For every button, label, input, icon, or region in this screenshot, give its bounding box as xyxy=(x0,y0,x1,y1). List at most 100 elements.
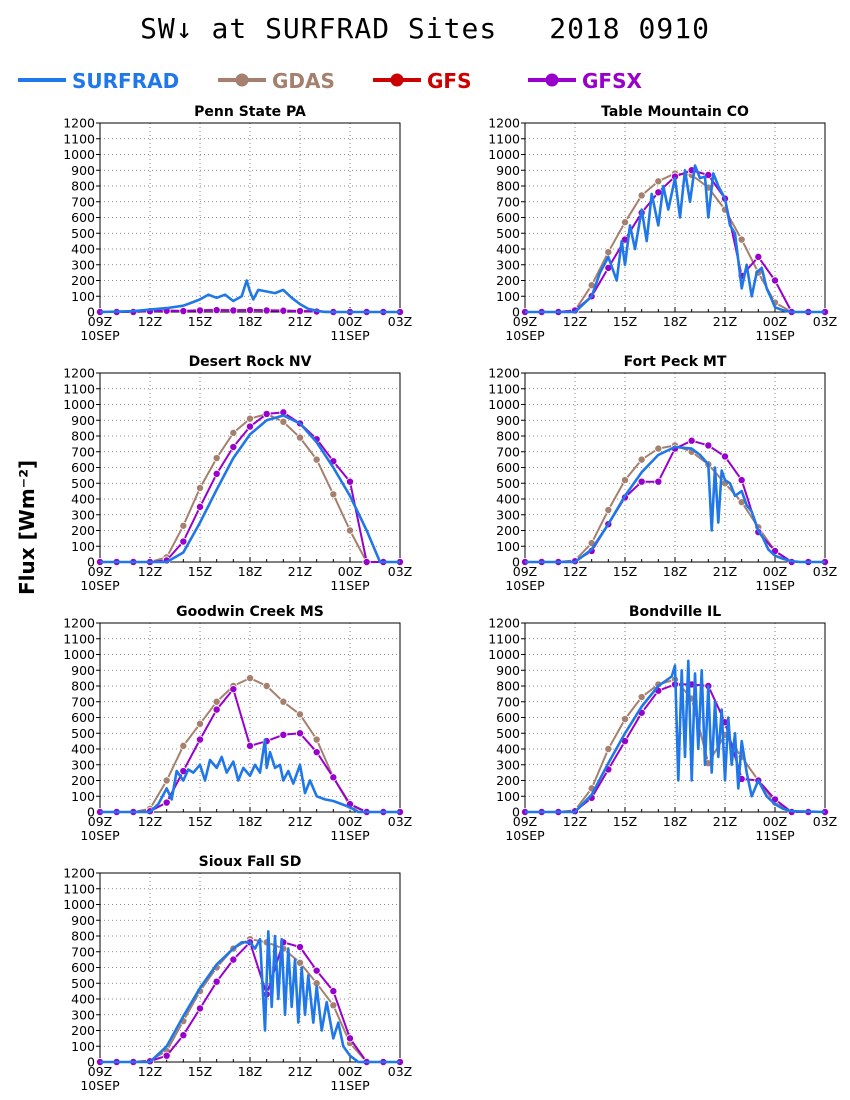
data-point-gfsx xyxy=(195,306,204,315)
tick-label-y: 900 xyxy=(71,913,95,928)
tick-label-x: 12Z xyxy=(138,814,162,829)
data-point-gfsx xyxy=(162,306,171,315)
plot-frame xyxy=(99,122,401,313)
data-point-gdas xyxy=(195,306,204,315)
data-point-gdas xyxy=(279,417,288,426)
legend-label: GFS xyxy=(427,69,471,93)
data-point-gfsx xyxy=(379,558,388,567)
data-point-gfsx xyxy=(279,730,288,739)
data-point-gdas xyxy=(345,801,354,810)
tick-label-x: 03Z xyxy=(388,1064,412,1079)
data-point-gfsx xyxy=(345,477,354,486)
data-point-gfsx xyxy=(145,307,154,316)
series-line-surfrad xyxy=(100,929,400,1064)
data-point-gdas xyxy=(637,693,646,702)
legend-marker xyxy=(545,73,559,87)
data-point-gfsx xyxy=(129,808,138,817)
data-point-gdas xyxy=(96,558,105,567)
tick-label-x: 21Z xyxy=(713,814,737,829)
series-line-gdas xyxy=(100,938,400,1063)
date-label: 11SEP xyxy=(330,1078,370,1093)
data-point-gdas xyxy=(162,306,171,315)
data-point-gdas xyxy=(195,483,204,492)
data-point-gfsx xyxy=(179,537,188,546)
series-gfsx xyxy=(96,685,404,817)
data-point-gdas xyxy=(721,205,730,214)
data-point-gfsx xyxy=(262,306,271,315)
data-point-gfsx xyxy=(571,807,580,816)
tick-label-y: 300 xyxy=(71,507,95,522)
tick-label-y: 700 xyxy=(71,944,95,959)
data-point-gdas xyxy=(279,944,288,953)
data-point-gdas xyxy=(295,710,304,719)
data-point-gdas xyxy=(145,558,154,567)
data-point-gfsx xyxy=(687,436,696,445)
tick-label-y: 100 xyxy=(496,289,520,304)
data-point-gdas xyxy=(687,447,696,456)
data-point-gfsx xyxy=(229,306,238,315)
data-point-gfsx xyxy=(754,252,763,261)
tick-label-x: 00Z xyxy=(338,564,362,579)
data-point-gfsx xyxy=(295,729,304,738)
panel-title: Fort Peck MT xyxy=(624,354,727,370)
data-point-gfsx xyxy=(587,793,596,802)
data-point-gdas xyxy=(704,460,713,469)
tick-label-x: 21Z xyxy=(713,564,737,579)
data-point-gfsx xyxy=(521,558,530,567)
tick-label-x: 09Z xyxy=(513,314,537,329)
data-point-gdas xyxy=(312,979,321,988)
data-point-gfsx xyxy=(129,1058,138,1067)
data-point-gdas xyxy=(329,1001,338,1010)
data-point-gdas xyxy=(637,455,646,464)
tick-label-y: 1000 xyxy=(488,397,520,412)
tick-label-x: 21Z xyxy=(288,564,312,579)
data-point-gfsx xyxy=(212,306,221,315)
tick-label-y: 300 xyxy=(496,757,520,772)
grid xyxy=(100,623,400,812)
tick-label-x: 15Z xyxy=(188,814,212,829)
data-point-gfsx xyxy=(329,773,338,782)
tick-label-y: 300 xyxy=(71,257,95,272)
data-point-gdas xyxy=(804,558,813,567)
panel-5: Bondville IL 0100200300400500600700800900… xyxy=(488,604,837,843)
series-line-gfsx xyxy=(100,411,400,563)
data-point-gdas xyxy=(229,306,238,315)
series-line-gdas xyxy=(525,678,825,813)
data-point-gdas xyxy=(362,558,371,567)
tick-label-y: 600 xyxy=(71,960,95,975)
tick-label-y: 700 xyxy=(71,194,95,209)
tick-label-y: 1100 xyxy=(63,631,95,646)
tick-label-y: 1100 xyxy=(63,381,95,396)
tick-label-y: 100 xyxy=(496,789,520,804)
data-point-gfsx xyxy=(621,737,630,746)
data-point-gfsx xyxy=(379,808,388,817)
data-point-gfsx xyxy=(637,208,646,217)
data-point-gdas xyxy=(787,808,796,817)
series-surfrad xyxy=(525,659,826,814)
data-point-gfsx xyxy=(737,476,746,485)
data-point-gdas xyxy=(804,307,813,316)
tick-label-x: 03Z xyxy=(388,314,412,329)
data-point-gfsx xyxy=(804,808,813,817)
data-point-gfsx xyxy=(621,493,630,502)
data-point-gdas xyxy=(821,307,830,316)
data-point-gdas xyxy=(554,808,563,817)
data-point-gdas xyxy=(671,441,680,450)
tick-label-x: 00Z xyxy=(338,814,362,829)
data-point-gdas xyxy=(129,558,138,567)
data-point-gdas xyxy=(621,218,630,227)
tick-label-x: 18Z xyxy=(238,564,262,579)
data-point-gfsx xyxy=(195,735,204,744)
data-point-gfsx xyxy=(604,765,613,774)
series-gfsx xyxy=(96,306,404,316)
data-point-gfsx xyxy=(345,800,354,809)
series-line-surfrad xyxy=(525,164,825,314)
plot-frame xyxy=(99,372,401,563)
tick-label-y: 800 xyxy=(71,679,95,694)
y-axis-label: Flux [Wm⁻²] xyxy=(15,459,39,595)
data-point-gdas xyxy=(262,682,271,691)
tick-label-x: 12Z xyxy=(138,1064,162,1079)
data-point-gdas xyxy=(179,1017,188,1026)
data-point-gfsx xyxy=(654,477,663,486)
